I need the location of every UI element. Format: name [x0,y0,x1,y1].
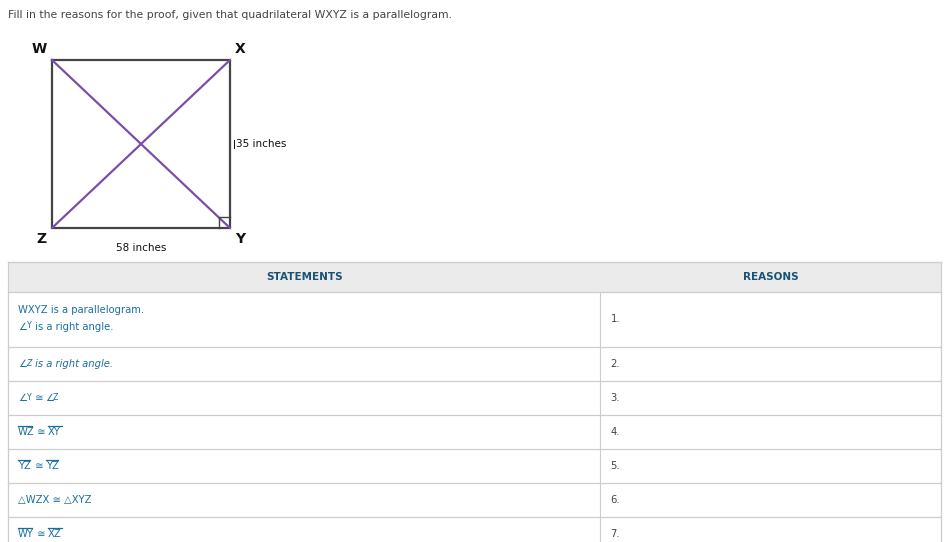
FancyBboxPatch shape [8,292,941,347]
Text: ∠: ∠ [18,322,27,332]
Text: STATEMENTS: STATEMENTS [266,272,343,282]
Text: 3.: 3. [610,393,620,403]
Text: YZ: YZ [18,461,31,471]
Text: is a right angle.: is a right angle. [32,359,113,369]
Text: WXYZ is a parallelogram.: WXYZ is a parallelogram. [18,305,144,315]
Text: Z: Z [37,232,47,246]
Text: X: X [235,42,246,56]
Text: Y: Y [26,392,30,402]
Text: ∠: ∠ [45,393,54,403]
Text: △WZX ≅ △XYZ: △WZX ≅ △XYZ [18,495,91,505]
FancyBboxPatch shape [8,347,941,381]
Text: 5.: 5. [610,461,620,471]
Text: Z: Z [53,392,59,402]
Text: XY: XY [48,427,61,437]
Text: 58 inches: 58 inches [116,243,166,253]
Text: 6.: 6. [610,495,620,505]
Text: 4.: 4. [610,427,620,437]
FancyBboxPatch shape [8,449,941,483]
Text: ∠: ∠ [18,359,27,369]
Text: REASONS: REASONS [743,272,798,282]
Text: 7.: 7. [610,529,620,539]
Text: is a right angle.: is a right angle. [32,322,114,332]
Text: ≅: ≅ [32,461,47,471]
FancyBboxPatch shape [8,483,941,517]
Text: ≅: ≅ [34,529,48,539]
Text: 35 inches: 35 inches [236,139,287,149]
Text: WY: WY [18,529,34,539]
Text: ∠: ∠ [18,393,27,403]
Text: 1.: 1. [610,314,620,325]
FancyBboxPatch shape [8,415,941,449]
Text: Fill in the reasons for the proof, given that quadrilateral WXYZ is a parallelog: Fill in the reasons for the proof, given… [8,10,452,20]
FancyBboxPatch shape [8,381,941,415]
Text: YZ: YZ [46,461,59,471]
Text: Y: Y [26,321,30,330]
Text: 2.: 2. [610,359,620,369]
Text: WZ: WZ [18,427,35,437]
FancyBboxPatch shape [8,262,941,292]
Text: ≅: ≅ [32,393,47,403]
Text: Z: Z [26,358,31,367]
Text: XZ: XZ [48,529,62,539]
Text: W: W [31,42,47,56]
Text: ≅: ≅ [34,427,48,437]
FancyBboxPatch shape [8,517,941,542]
Text: Y: Y [235,232,245,246]
